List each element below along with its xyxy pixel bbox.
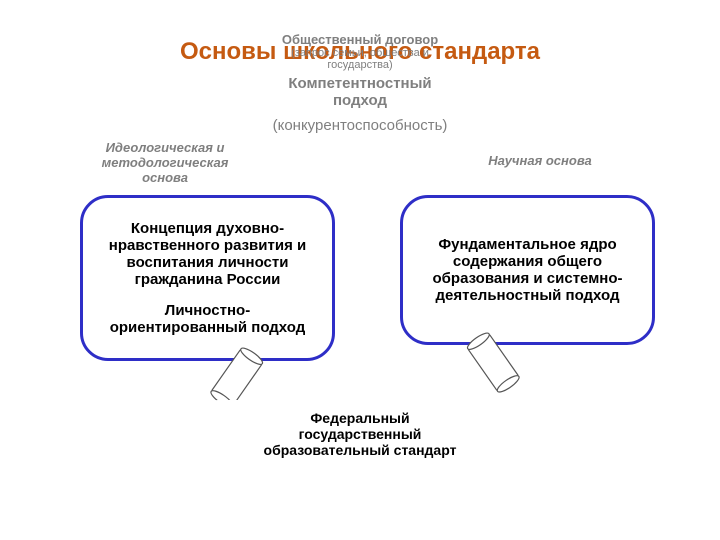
bottom-line2: государственный — [230, 426, 490, 442]
left-bubble-para2: Личностно-ориентированный подход — [99, 302, 316, 336]
bottom-line3: образовательный стандарт — [230, 442, 490, 458]
top-text-block: Общественный договор (запрос семьи, обще… — [260, 32, 460, 134]
right-bubble-para1: Фундаментальное ядро содержания общего о… — [419, 236, 636, 304]
bottom-box: Федеральный государственный образователь… — [210, 400, 510, 468]
top-line-2: (запрос семьи, общества и государства) — [260, 47, 460, 71]
left-bubble: Концепция духовно-нравственного развития… — [80, 195, 335, 361]
right-bubble: Фундаментальное ядро содержания общего о… — [400, 195, 655, 345]
top-line-1: Общественный договор — [260, 32, 460, 47]
bottom-line1: Федеральный — [230, 410, 490, 426]
left-side-label: Идеологическая и методологическая основа — [80, 140, 250, 185]
left-bubble-para1: Концепция духовно-нравственного развития… — [99, 220, 316, 288]
right-side-label: Научная основа — [455, 153, 625, 168]
right-connector — [460, 330, 530, 400]
top-line-3: Компетентностный подход — [260, 75, 460, 109]
top-line-4: (конкурентоспособность) — [260, 117, 460, 134]
